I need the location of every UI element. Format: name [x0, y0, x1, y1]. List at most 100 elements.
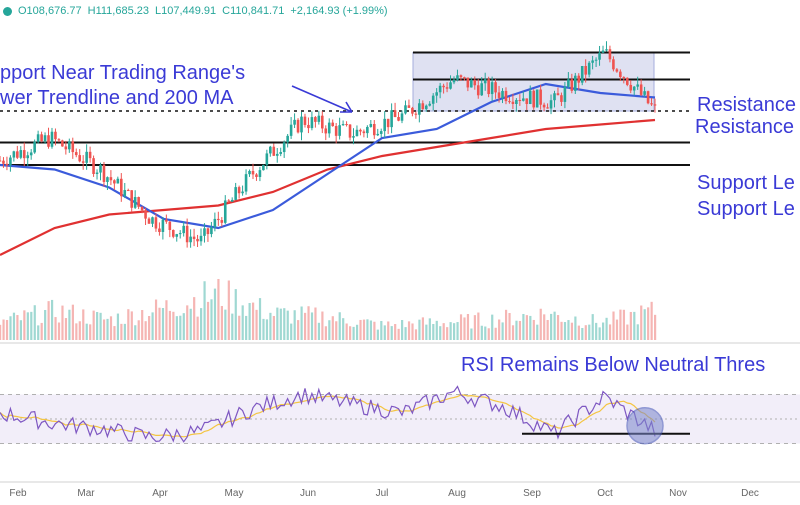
- resistance-label-lower: Resistance: [695, 116, 794, 138]
- candle-body: [528, 90, 532, 105]
- volume-bar: [168, 310, 172, 340]
- candle-body: [355, 129, 359, 137]
- volume-bar: [383, 325, 386, 340]
- volume-bar: [463, 317, 466, 340]
- x-tick-label: Aug: [448, 488, 466, 499]
- volume-bar: [619, 309, 622, 340]
- candle-body: [369, 123, 373, 127]
- candle-body: [33, 141, 36, 153]
- candle-body: [12, 151, 16, 158]
- volume-bar: [556, 315, 560, 340]
- volume-bar: [148, 316, 151, 340]
- volume-bar: [362, 319, 366, 340]
- candle-body: [463, 77, 466, 79]
- volume-bar: [19, 320, 22, 340]
- volume-bar: [120, 323, 123, 340]
- x-tick-label: Sep: [523, 488, 541, 499]
- volume-bar: [466, 314, 470, 340]
- volume-bar: [213, 288, 217, 340]
- candle-body: [476, 85, 480, 96]
- candle-body: [490, 82, 494, 95]
- volume-bar: [335, 321, 338, 340]
- candle-body: [85, 151, 88, 163]
- volume-bar: [563, 322, 567, 340]
- candle-body: [522, 98, 525, 101]
- candle-body: [199, 235, 203, 242]
- candle-body: [317, 115, 321, 122]
- volume-bar: [9, 316, 12, 340]
- candle-body: [102, 164, 106, 182]
- candle-body: [560, 95, 563, 102]
- volume-bar: [258, 298, 262, 340]
- volume-bar: [390, 326, 393, 340]
- candle-body: [223, 200, 227, 223]
- candle-body: [213, 218, 217, 228]
- volume-bar: [307, 306, 310, 340]
- candle-body: [147, 218, 151, 224]
- candle-body: [293, 119, 296, 125]
- volume-bar: [227, 280, 230, 340]
- volume-bar: [418, 319, 421, 340]
- volume-bar: [636, 324, 639, 340]
- volume-bar: [449, 322, 452, 340]
- main-annotation-line2: wer Trendline and 200 MA: [0, 87, 234, 109]
- candle-body: [345, 124, 348, 126]
- rsi-line: [0, 385, 656, 443]
- volume-bar: [643, 309, 646, 340]
- volume-bar: [255, 309, 258, 340]
- candle-body: [542, 104, 546, 108]
- volume-bar: [241, 305, 244, 340]
- candle-body: [643, 91, 646, 95]
- volume-bar: [44, 309, 47, 340]
- volume-bar: [303, 312, 307, 340]
- candle-body: [19, 150, 23, 158]
- candle-body: [78, 155, 82, 162]
- candle-body: [532, 90, 536, 108]
- candle-body: [470, 80, 473, 88]
- candle-body: [189, 236, 192, 243]
- candle-body: [95, 172, 99, 174]
- volume-bar: [286, 310, 289, 340]
- candle-body: [217, 218, 220, 221]
- volume-bar: [61, 305, 64, 340]
- candle-body: [2, 160, 5, 164]
- volume-bar: [75, 323, 78, 340]
- candle-body: [372, 123, 376, 136]
- volume-bar: [109, 316, 113, 340]
- candle-body: [525, 98, 529, 105]
- volume-bar: [276, 307, 279, 340]
- x-tick-label: Dec: [741, 488, 759, 499]
- volume-bar: [321, 311, 324, 340]
- candle-body: [501, 90, 504, 98]
- candle-body: [140, 206, 144, 211]
- candle-body: [26, 155, 30, 159]
- volume-bar: [588, 324, 591, 340]
- volume-bar: [529, 315, 532, 340]
- candle-body: [622, 77, 626, 79]
- candle-body: [196, 238, 199, 242]
- volume-bar: [238, 315, 241, 340]
- candle-body: [636, 84, 639, 87]
- volume-bar: [629, 311, 632, 340]
- volume-bar: [82, 309, 85, 340]
- candle-body: [404, 105, 407, 114]
- volume-bar: [92, 310, 95, 340]
- volume-bar: [203, 281, 206, 340]
- volume-bar: [106, 318, 109, 340]
- volume-bar: [397, 328, 400, 340]
- volume-bar: [456, 322, 459, 340]
- volume-bar: [394, 324, 397, 340]
- candle-body: [456, 75, 459, 80]
- volume-bar: [151, 312, 154, 340]
- volume-bar: [26, 312, 29, 340]
- volume-bar: [442, 323, 445, 340]
- volume-bar: [224, 309, 227, 340]
- candle-body: [168, 221, 172, 230]
- candle-body: [40, 134, 43, 142]
- candle-body: [334, 126, 338, 136]
- volume-bar: [522, 313, 525, 340]
- volume-bar: [89, 324, 92, 340]
- volume-bar: [435, 320, 438, 340]
- candle-body: [587, 62, 591, 75]
